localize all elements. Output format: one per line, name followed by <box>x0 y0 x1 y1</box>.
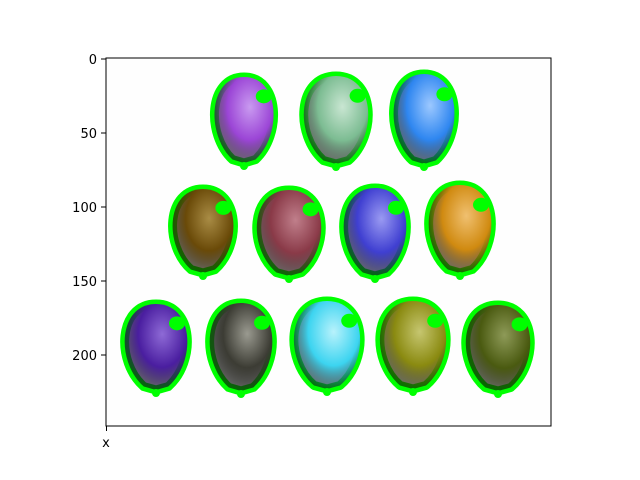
balloon-purple <box>210 72 278 170</box>
balloon-highlight-mark <box>349 88 366 103</box>
y-tick-label: 150 <box>72 275 97 290</box>
balloon-sage <box>299 71 373 171</box>
x-tick-label: x <box>102 436 110 451</box>
balloon-orange <box>424 180 496 280</box>
balloon-charcoal <box>205 298 277 398</box>
axes-frame <box>105 57 552 427</box>
balloon-dark-olive <box>168 184 238 280</box>
balloon-highlight-mark <box>511 317 528 332</box>
y-tick-label: 0 <box>89 53 97 68</box>
balloon-knot <box>152 389 160 397</box>
balloon-highlight-mark <box>388 200 404 215</box>
balloon-deep-purple <box>120 299 192 397</box>
balloon-knot <box>285 275 293 283</box>
balloon-highlight-mark <box>436 87 453 102</box>
balloon-knot <box>371 275 379 283</box>
balloon-highlight-mark <box>427 313 444 328</box>
balloon-image <box>120 69 535 398</box>
balloon-knot <box>456 272 464 280</box>
y-axis: 0 50 100 150 200 <box>72 53 106 364</box>
balloon-olive <box>375 296 451 396</box>
balloon-cyan <box>289 296 365 396</box>
y-tick-label: 200 <box>72 349 97 364</box>
balloon-knot <box>420 163 428 171</box>
balloon-blue <box>389 69 459 171</box>
balloon-highlight-mark <box>302 202 319 217</box>
x-axis: x <box>102 426 110 451</box>
balloon-maroon <box>252 185 326 283</box>
balloon-knot <box>323 388 331 396</box>
balloon-highlight-mark <box>169 316 185 331</box>
balloon-knot <box>332 163 340 171</box>
balloon-highlight-mark <box>341 313 358 328</box>
y-tick-label: 100 <box>72 201 97 216</box>
balloon-moss <box>461 300 535 398</box>
balloon-knot <box>199 272 207 280</box>
balloon-indigo <box>339 183 411 283</box>
balloon-knot <box>240 162 248 170</box>
balloon-knot <box>237 390 245 398</box>
balloon-highlight-mark <box>473 197 489 212</box>
y-tick-label: 50 <box>80 127 97 142</box>
balloon-knot <box>409 388 417 396</box>
balloon-highlight-mark <box>255 89 272 104</box>
balloon-highlight-mark <box>254 315 270 330</box>
balloon-highlight-mark <box>215 200 232 215</box>
balloon-knot <box>494 390 502 398</box>
